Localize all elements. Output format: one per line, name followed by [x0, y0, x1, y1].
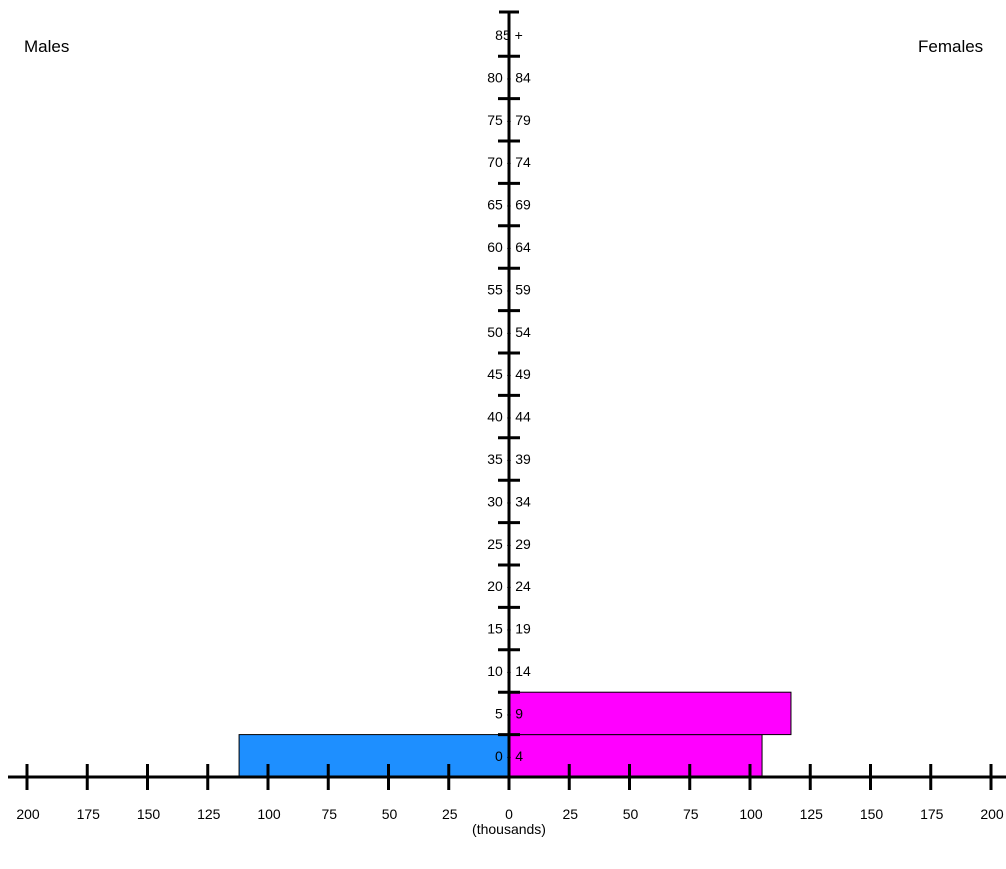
female-bar [508, 691, 792, 736]
age-group-label: 25 - 29 [487, 536, 531, 552]
females-label: Females [918, 37, 983, 56]
age-group-label: 75 - 79 [487, 112, 531, 128]
female-bar [508, 734, 763, 778]
age-group-label: 15 - 19 [487, 621, 531, 637]
age-group-label: 45 - 49 [487, 366, 531, 382]
x-tick-label: 150 [137, 806, 161, 822]
x-tick-label: 50 [623, 806, 639, 822]
x-tick-label: 25 [562, 806, 578, 822]
age-group-label: 50 - 54 [487, 324, 531, 340]
axes-layer [8, 10, 1006, 790]
age-group-label: 30 - 34 [487, 493, 531, 509]
x-axis-unit-label: (thousands) [472, 821, 546, 837]
x-tick-label: 75 [683, 806, 699, 822]
age-group-label: 0 - 4 [495, 748, 523, 764]
age-group-label: 40 - 44 [487, 409, 531, 425]
bars-layer [238, 691, 792, 778]
males-label: Males [24, 37, 69, 56]
age-group-label: 5 - 9 [495, 705, 523, 721]
age-group-label: 70 - 74 [487, 154, 531, 170]
x-tick-label: 100 [257, 806, 281, 822]
x-tick-label: 25 [442, 806, 458, 822]
x-tick-label: 150 [860, 806, 884, 822]
x-tick-label: 0 [505, 806, 513, 822]
x-tick-label: 200 [16, 806, 40, 822]
age-group-label: 65 - 69 [487, 197, 531, 213]
age-group-label: 55 - 59 [487, 281, 531, 297]
x-tick-label: 100 [739, 806, 763, 822]
age-group-label: 20 - 24 [487, 578, 531, 594]
x-tick-label: 200 [980, 806, 1004, 822]
x-tick-label: 125 [800, 806, 824, 822]
age-group-label: 35 - 39 [487, 451, 531, 467]
age-group-label: 60 - 64 [487, 239, 531, 255]
x-tick-label: 175 [920, 806, 944, 822]
age-group-label: 85 + [495, 27, 523, 43]
age-group-label: 10 - 14 [487, 663, 531, 679]
tick-labels-layer: 0 25 25 50 50 75 75 100 100 125 125 150 150 175 175 200… [16, 27, 1004, 822]
age-group-label: 80 - 84 [487, 69, 531, 85]
x-tick-label: 50 [382, 806, 398, 822]
x-tick-label: 75 [321, 806, 337, 822]
x-tick-label: 175 [77, 806, 101, 822]
x-tick-label: 125 [197, 806, 221, 822]
male-bar [238, 734, 510, 778]
